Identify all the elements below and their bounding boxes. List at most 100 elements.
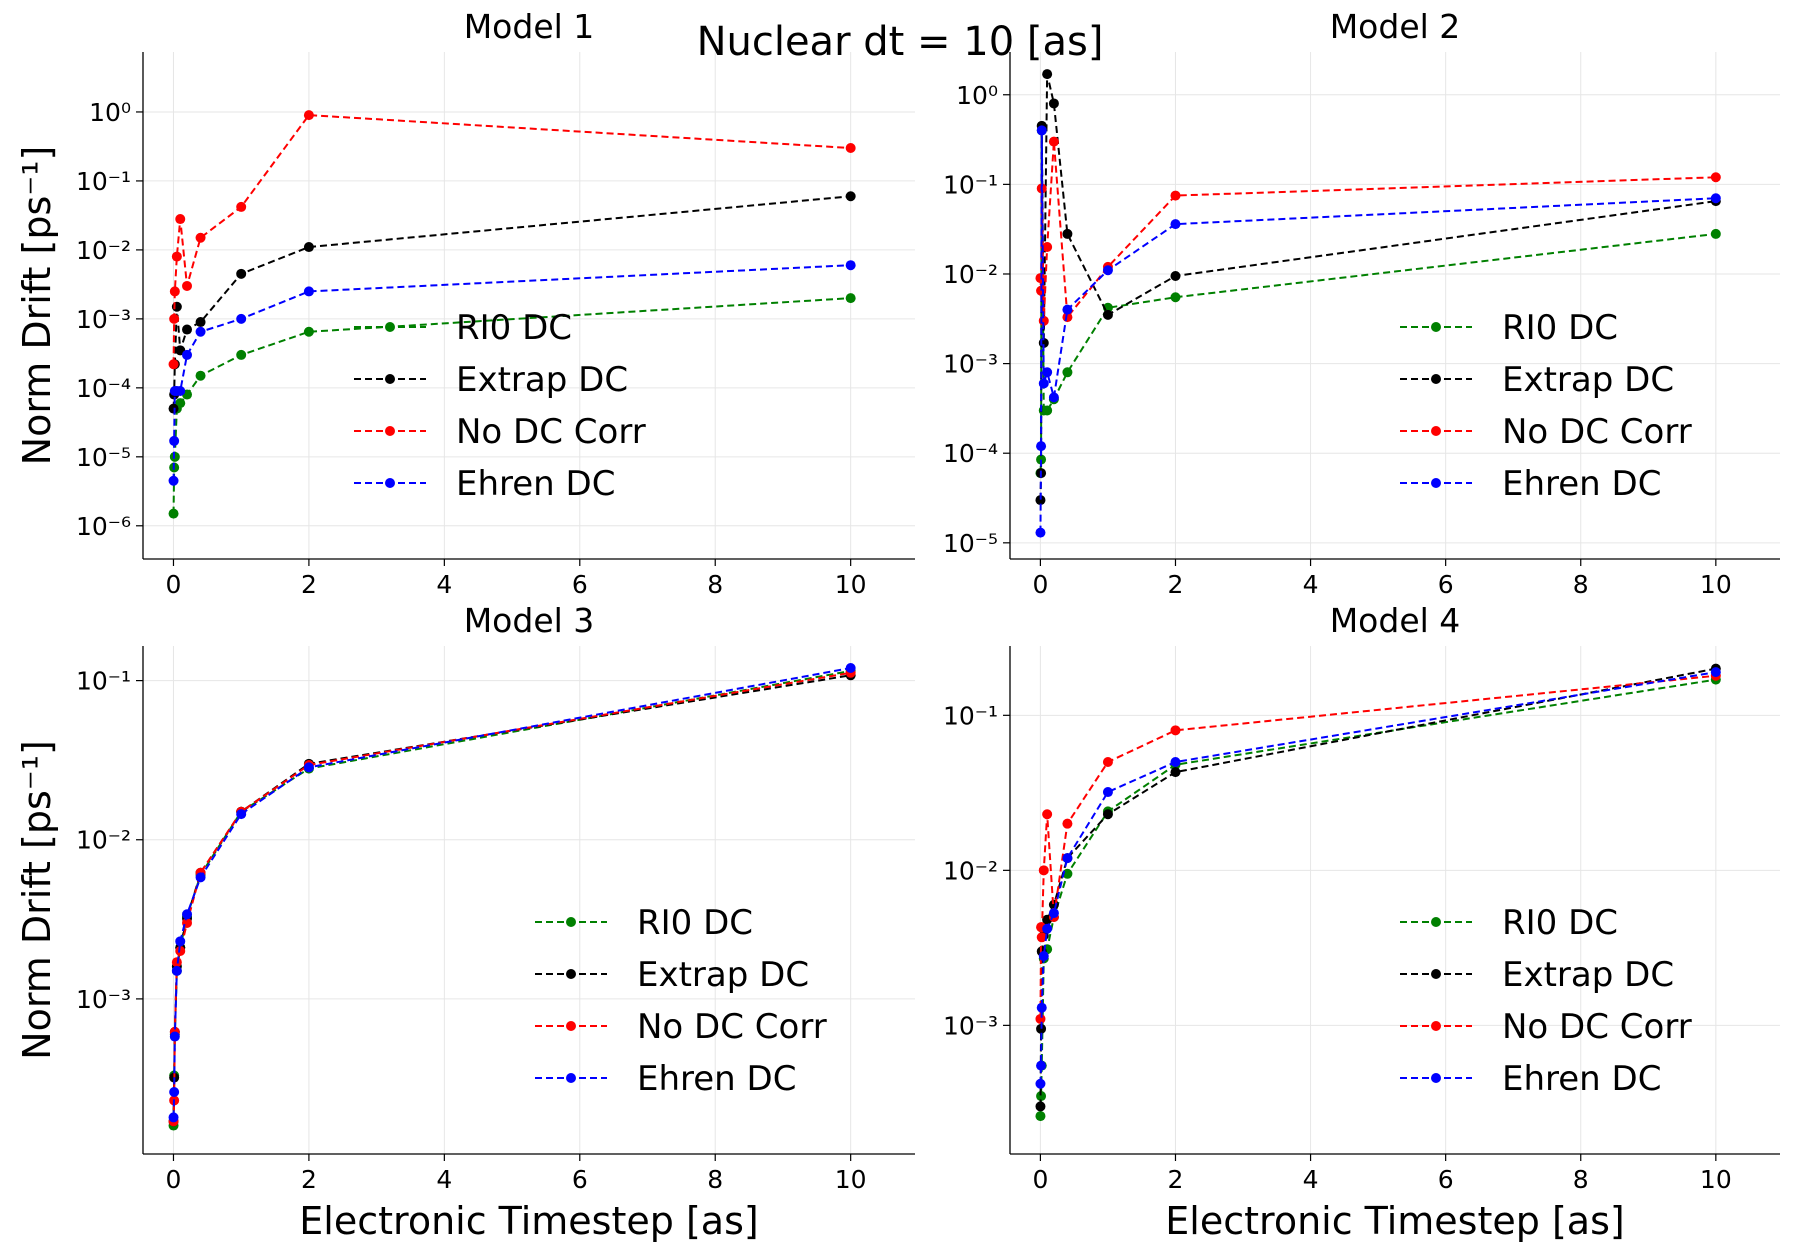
y-tick-label: 10⁻³ [76, 985, 131, 1014]
y-tick-label: 10⁻⁶ [76, 512, 131, 541]
data-point [1035, 527, 1046, 538]
legend-marker [1431, 1021, 1441, 1031]
legend-marker [385, 374, 395, 384]
x-tick-label: 8 [1573, 570, 1589, 599]
y-tick-label: 10⁻⁵ [76, 443, 131, 472]
data-point [303, 242, 314, 253]
data-point [1048, 98, 1059, 109]
series-line [172, 671, 851, 1122]
data-point [1035, 1101, 1046, 1112]
x-tick-label: 8 [1573, 1165, 1589, 1194]
data-point [1036, 932, 1047, 943]
data-point [1062, 818, 1073, 829]
legend-label: Extrap DC [1502, 955, 1674, 995]
data-point [1048, 392, 1059, 403]
data-point [1102, 809, 1113, 820]
x-tick-label: 0 [166, 1165, 182, 1194]
data-point [236, 268, 247, 279]
legend-label: RI0 DC [1502, 903, 1618, 943]
series-line [1039, 130, 1716, 533]
data-point [168, 359, 179, 370]
series-line [172, 667, 851, 1118]
data-point [1038, 865, 1049, 876]
legend-marker [566, 1073, 576, 1083]
data-point [1102, 309, 1113, 320]
legend-label: No DC Corr [456, 412, 646, 452]
data-point [1710, 172, 1721, 183]
data-point [1036, 1023, 1047, 1034]
subplot-title: Model 2 [1330, 7, 1461, 46]
legend-marker [1431, 969, 1441, 979]
y-tick-label: 10⁻² [76, 236, 131, 265]
y-tick-label: 10⁰ [89, 98, 131, 127]
data-point [168, 403, 179, 414]
y-tick-label: 10⁻³ [76, 305, 131, 334]
data-point [303, 326, 314, 337]
x-tick-label: 4 [436, 1165, 452, 1194]
legend-marker [566, 1021, 576, 1031]
data-point [1062, 367, 1073, 378]
series-line [1039, 674, 1716, 1019]
y-tick-label: 10⁻³ [943, 350, 998, 379]
data-point [175, 945, 186, 956]
data-point [1170, 190, 1181, 201]
legend-marker [566, 969, 576, 979]
legend-marker [566, 917, 576, 927]
x-tick-label: 10 [1700, 1165, 1732, 1194]
data-point [303, 286, 314, 297]
data-point [1048, 908, 1059, 919]
data-point [168, 1112, 179, 1123]
x-tick-label: 4 [1303, 570, 1319, 599]
x-tick-label: 2 [301, 1165, 317, 1194]
series-line [172, 669, 851, 1126]
data-point [1036, 1002, 1047, 1013]
data-point [168, 475, 179, 486]
figure-title: Nuclear dt = 10 [as] [697, 19, 1104, 65]
data-point [169, 1031, 180, 1042]
subplot-title: Model 3 [464, 601, 595, 640]
series-line [172, 114, 851, 365]
series-line [1039, 141, 1716, 321]
data-point [1710, 667, 1721, 678]
x-tick-label: 8 [707, 570, 723, 599]
legend-marker [1431, 322, 1441, 332]
y-tick-label: 10⁻² [943, 260, 998, 289]
subplot: 0 2 4 6 8 10 10⁻⁶ 10⁻⁵ 10⁻⁴ 10⁻³ 10⁻² 10⁻¹ 10⁰ Model … [15, 7, 915, 599]
data-point [1170, 756, 1181, 767]
data-point [1042, 923, 1053, 934]
legend-label: No DC Corr [1502, 412, 1692, 452]
legend-label: RI0 DC [456, 308, 572, 348]
data-point [236, 349, 247, 360]
x-tick-label: 0 [1032, 1165, 1048, 1194]
legend-label: No DC Corr [1502, 1007, 1692, 1047]
data-point [195, 317, 206, 328]
x-tick-label: 0 [1032, 570, 1048, 599]
data-point [1170, 270, 1181, 281]
data-point [175, 386, 186, 397]
legend-marker [385, 426, 395, 436]
subplot: 0 2 4 6 8 10 10⁻⁵ 10⁻⁴ 10⁻³ 10⁻² 10⁻¹ 10⁰ Model 2 RI0… [943, 7, 1780, 599]
legend-label: Extrap DC [1502, 360, 1674, 400]
subplot-title: Model 1 [464, 7, 595, 46]
data-point [195, 232, 206, 243]
data-point [175, 214, 186, 225]
x-tick-label: 10 [1700, 570, 1732, 599]
data-point [1042, 405, 1053, 416]
legend-label: Ehren DC [637, 1059, 796, 1099]
y-tick-label: 10⁻² [943, 856, 998, 885]
x-axis-label: Electronic Timestep [as] [1165, 1199, 1624, 1243]
legend-label: Ehren DC [1502, 464, 1661, 504]
data-point [845, 260, 856, 271]
series-line [1039, 671, 1716, 1084]
x-tick-label: 10 [835, 1165, 867, 1194]
y-tick-label: 10⁰ [956, 81, 998, 110]
data-point [1062, 853, 1073, 864]
data-point [1170, 292, 1181, 303]
data-point [303, 762, 314, 773]
data-point [175, 398, 186, 409]
data-point [1170, 219, 1181, 230]
x-tick-label: 0 [166, 570, 182, 599]
data-point [1035, 495, 1046, 506]
